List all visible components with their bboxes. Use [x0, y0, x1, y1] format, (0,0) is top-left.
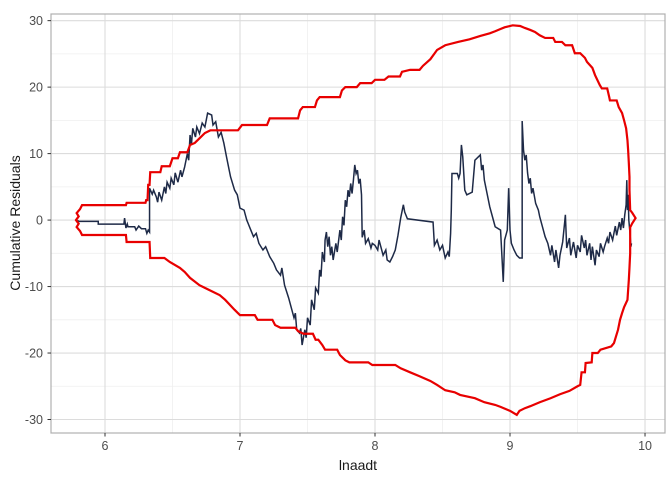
y-tick-label: -30: [25, 413, 43, 427]
x-axis-title: lnaadt: [339, 457, 377, 473]
y-tick-label: 10: [29, 147, 43, 161]
x-tick-label: 6: [102, 439, 109, 453]
x-tick-label: 10: [638, 439, 652, 453]
axis-tick-marks: [47, 20, 646, 437]
y-tick-label: 0: [36, 214, 43, 228]
y-tick-label: -10: [25, 280, 43, 294]
observed-cumulative-residual-process-path: [77, 111, 633, 346]
simulation-envelope-band-path: [74, 24, 637, 417]
panel-border: [50, 13, 666, 434]
y-tick-label: 30: [29, 14, 43, 28]
y-axis-title: Cumulative Residuals: [7, 155, 23, 290]
x-tick-label: 9: [507, 439, 514, 453]
y-axis-tick-labels: -30 -20 -10 0 10 20 30: [25, 14, 43, 427]
y-tick-label: 20: [29, 81, 43, 95]
x-tick-label: 7: [237, 439, 244, 453]
plot-series: [74, 24, 637, 417]
y-tick-label: -20: [25, 347, 43, 361]
x-tick-label: 8: [372, 439, 379, 453]
x-axis-tick-labels: 6 7 8 9 10: [102, 439, 652, 453]
minor-gridlines: [51, 14, 665, 433]
